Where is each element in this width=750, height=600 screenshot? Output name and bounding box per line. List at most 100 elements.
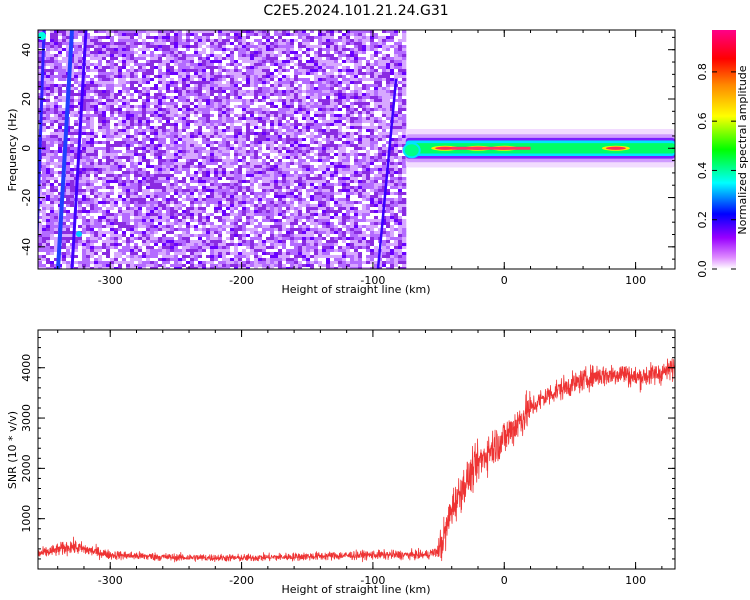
spectrogram-cell	[166, 165, 171, 169]
spectrogram-cell	[122, 216, 127, 220]
spectrogram-cell	[122, 180, 127, 184]
spectrogram-cell	[182, 105, 187, 109]
spectrogram-cell	[142, 63, 147, 67]
spectrogram-cell	[158, 162, 163, 166]
spectrogram-cell	[158, 165, 163, 169]
spectrogram-cell	[122, 87, 127, 91]
spectrogram-cell	[274, 162, 279, 166]
spectrogram-cell	[186, 111, 191, 115]
spectrogram-cell	[154, 144, 159, 148]
spectrogram-cell	[94, 165, 99, 169]
spectrogram-cell	[286, 60, 291, 64]
spectrogram-cell	[86, 153, 91, 157]
spectrogram-cell	[66, 258, 71, 262]
spectrogram-cell	[58, 126, 63, 130]
spectrogram-cell	[130, 51, 135, 55]
spectrogram-cell	[86, 117, 91, 121]
spectrogram-cell	[46, 66, 51, 70]
spectrogram-cell	[146, 171, 151, 175]
spectrogram-cell	[238, 180, 243, 184]
spectrogram-cell	[222, 198, 227, 202]
spectrogram-cell	[210, 126, 215, 130]
spectrogram-cell	[146, 141, 151, 145]
spectrogram-cell	[138, 240, 143, 244]
spectrogram-cell	[166, 252, 171, 256]
spectrogram-cell	[98, 123, 103, 127]
spectrogram-cell	[50, 105, 55, 109]
spectrogram-cell	[266, 189, 271, 193]
spectrogram-cell	[214, 156, 219, 160]
spectrogram-cell	[50, 150, 55, 154]
spectrogram-cell	[282, 93, 287, 97]
spectrogram-cell	[158, 240, 163, 244]
spectrogram-cell	[62, 252, 67, 256]
spectrogram-cell	[154, 261, 159, 265]
spectrogram-cell	[174, 117, 179, 121]
spectrogram-cell	[246, 135, 251, 139]
spectrogram-cell	[130, 186, 135, 190]
spectrogram-cell	[106, 102, 111, 106]
spectrogram-cell	[86, 177, 91, 181]
spectrogram-cell	[50, 108, 55, 112]
spectrogram-cell	[166, 60, 171, 64]
spectrogram-cell	[238, 198, 243, 202]
spectrogram-cell	[198, 246, 203, 250]
spectrogram-cell	[46, 141, 51, 145]
spectrogram-cell	[122, 105, 127, 109]
spectrogram-cell	[74, 234, 79, 238]
spectrogram-cell	[210, 135, 215, 139]
spectrogram-cell	[162, 60, 167, 64]
spectrogram-cell	[90, 141, 95, 145]
spectrogram-cell	[166, 72, 171, 76]
spectrogram-cell	[122, 39, 127, 43]
spectrogram-cell	[118, 153, 123, 157]
spectrogram-cell	[234, 111, 239, 115]
spectrogram-cell	[202, 36, 207, 40]
spectrogram-cell	[270, 189, 275, 193]
spectrogram-cell	[186, 39, 191, 43]
spectrogram-cell	[282, 81, 287, 85]
spectrogram-cell	[226, 78, 231, 82]
spectrogram-cell	[178, 30, 183, 34]
spectrogram-cell	[154, 117, 159, 121]
spectrogram-cell	[114, 168, 119, 172]
spectrogram-cell	[98, 111, 103, 115]
spectrogram-cell	[258, 243, 263, 247]
spectrogram-cell	[78, 54, 83, 58]
spectrogram-cell	[86, 72, 91, 76]
spectrogram-cell	[190, 90, 195, 94]
spectrogram-cell	[46, 111, 51, 115]
spectrogram-cell	[194, 123, 199, 127]
spectrogram-cell	[222, 144, 227, 148]
spectrogram-cell	[54, 78, 59, 82]
spectrogram-cell	[54, 84, 59, 88]
spectrogram-cell	[262, 219, 267, 223]
spectrogram-cell	[214, 267, 219, 269]
spectrogram-cell	[146, 66, 151, 70]
spectrogram-cell	[222, 123, 227, 127]
spectrogram-cell	[202, 126, 207, 130]
spectrogram-cell	[138, 120, 143, 124]
spectrogram-cell	[178, 36, 183, 40]
spectrogram-cell	[190, 171, 195, 175]
spectrogram-cell	[286, 69, 291, 73]
spectrogram-cell	[58, 123, 63, 127]
spectrogram-cell	[258, 198, 263, 202]
spectrogram-cell	[62, 258, 67, 262]
spectrogram-cell	[182, 258, 187, 262]
spectrogram-cell	[206, 51, 211, 55]
spectrogram-cell	[278, 165, 283, 169]
spectrogram-cell	[158, 57, 163, 61]
spectrogram-cell	[66, 168, 71, 172]
spectrogram-cell	[198, 189, 203, 193]
spectrogram-cell	[206, 237, 211, 241]
spectrogram-cell	[114, 96, 119, 100]
spectrogram-cell	[70, 234, 75, 238]
spectrogram-cell	[266, 72, 271, 76]
spectrogram-cell	[122, 111, 127, 115]
spectrogram-cell	[50, 126, 55, 130]
spectrogram-cell	[226, 240, 231, 244]
spectrogram-cell	[222, 54, 227, 58]
spectrogram-cell	[226, 255, 231, 259]
spectrogram-cell	[250, 222, 255, 226]
